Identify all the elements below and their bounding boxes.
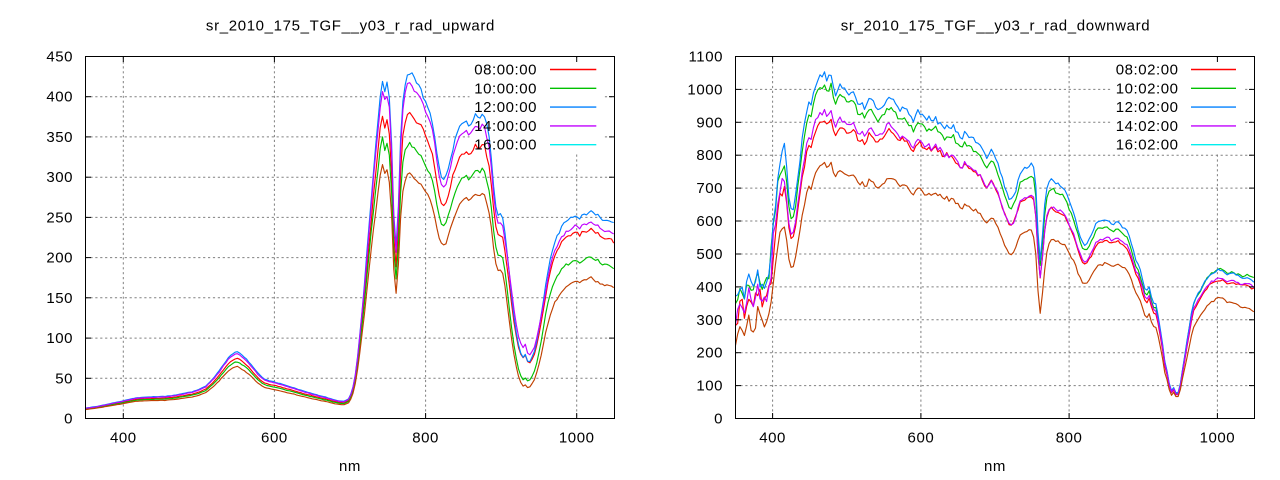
svg-text:sr_2010_175_TGF__y03_r_rad_upw: sr_2010_175_TGF__y03_r_rad_upward bbox=[206, 18, 495, 35]
svg-text:600: 600 bbox=[696, 213, 723, 230]
svg-text:600: 600 bbox=[908, 430, 935, 447]
svg-text:400: 400 bbox=[759, 430, 786, 447]
svg-text:1000: 1000 bbox=[559, 430, 595, 447]
svg-text:300: 300 bbox=[696, 312, 723, 329]
svg-text:600: 600 bbox=[261, 430, 288, 447]
svg-text:400: 400 bbox=[696, 279, 723, 296]
svg-text:200: 200 bbox=[46, 250, 73, 267]
svg-text:0: 0 bbox=[64, 411, 73, 428]
svg-text:50: 50 bbox=[55, 370, 73, 387]
svg-text:nm: nm bbox=[339, 458, 361, 475]
svg-text:500: 500 bbox=[696, 246, 723, 263]
svg-text:12:00:00: 12:00:00 bbox=[474, 99, 537, 116]
svg-text:sr_2010_175_TGF__y03_r_rad_dow: sr_2010_175_TGF__y03_r_rad_downward bbox=[841, 18, 1151, 35]
svg-text:16:00:00: 16:00:00 bbox=[474, 137, 537, 154]
svg-text:16:02:00: 16:02:00 bbox=[1116, 137, 1179, 154]
svg-text:08:00:00: 08:00:00 bbox=[474, 62, 537, 79]
svg-text:800: 800 bbox=[696, 147, 723, 164]
svg-text:700: 700 bbox=[696, 180, 723, 197]
svg-text:150: 150 bbox=[46, 290, 73, 307]
svg-text:800: 800 bbox=[412, 430, 439, 447]
svg-text:250: 250 bbox=[46, 209, 73, 226]
svg-text:1100: 1100 bbox=[689, 49, 723, 66]
svg-text:12:02:00: 12:02:00 bbox=[1116, 99, 1179, 116]
svg-text:10:00:00: 10:00:00 bbox=[474, 80, 537, 97]
svg-text:1000: 1000 bbox=[687, 81, 723, 98]
svg-text:450: 450 bbox=[46, 49, 73, 66]
svg-text:14:02:00: 14:02:00 bbox=[1116, 118, 1179, 135]
svg-text:800: 800 bbox=[1056, 430, 1083, 447]
svg-text:10:02:00: 10:02:00 bbox=[1116, 80, 1179, 97]
svg-text:08:02:00: 08:02:00 bbox=[1116, 62, 1179, 79]
svg-text:100: 100 bbox=[46, 330, 73, 347]
svg-text:100: 100 bbox=[696, 378, 723, 395]
svg-text:900: 900 bbox=[696, 114, 723, 131]
svg-text:14:00:00: 14:00:00 bbox=[474, 118, 537, 135]
svg-text:nm: nm bbox=[984, 458, 1006, 475]
svg-text:300: 300 bbox=[46, 169, 73, 186]
svg-text:200: 200 bbox=[696, 345, 723, 362]
svg-text:350: 350 bbox=[46, 129, 73, 146]
svg-text:400: 400 bbox=[46, 89, 73, 106]
svg-text:0: 0 bbox=[714, 411, 723, 428]
svg-text:400: 400 bbox=[110, 430, 137, 447]
svg-text:1000: 1000 bbox=[1200, 430, 1236, 447]
